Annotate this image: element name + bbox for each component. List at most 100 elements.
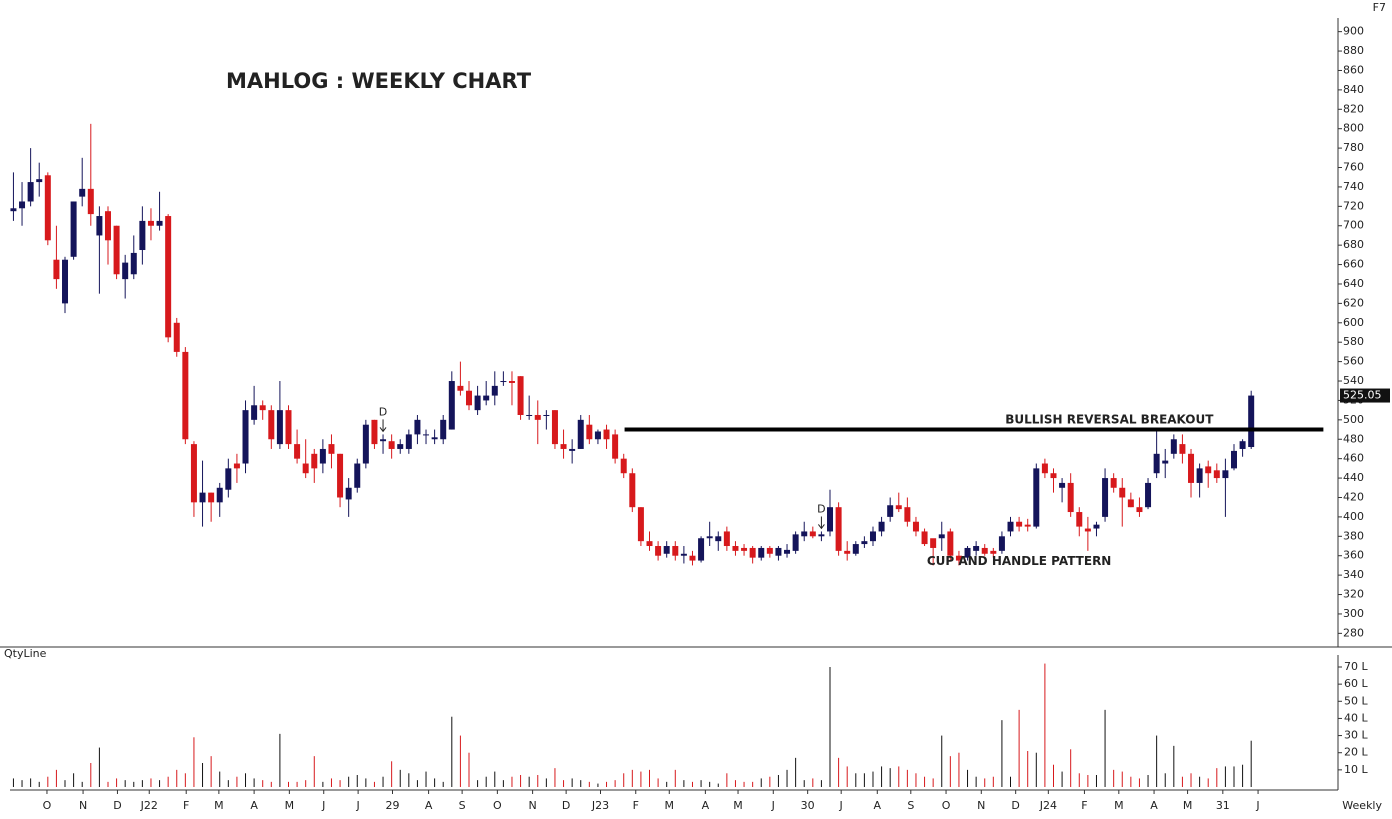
y-tick-label: 420 bbox=[1343, 490, 1364, 503]
y-tick-label: 880 bbox=[1343, 44, 1364, 57]
candle-body bbox=[698, 538, 705, 561]
candle-body bbox=[62, 259, 69, 304]
candle-body bbox=[998, 536, 1005, 551]
candle-body bbox=[319, 448, 326, 464]
candle-body bbox=[1205, 466, 1212, 474]
candle-body bbox=[878, 521, 885, 532]
y-tick-label: 600 bbox=[1343, 316, 1364, 329]
y-tick-label: 480 bbox=[1343, 432, 1364, 445]
candle-body bbox=[1136, 507, 1143, 513]
candle-body bbox=[199, 492, 206, 503]
candle-body bbox=[758, 547, 765, 558]
candle-body bbox=[1076, 512, 1083, 527]
candle-body bbox=[551, 410, 558, 445]
candle-body bbox=[1222, 470, 1229, 479]
volume-tick-label: 70 L bbox=[1344, 660, 1368, 673]
candle-body bbox=[1110, 478, 1117, 488]
candle-body bbox=[345, 487, 352, 500]
candle-body bbox=[380, 439, 387, 442]
candle-body bbox=[964, 547, 971, 558]
candle-body bbox=[723, 531, 730, 547]
x-tick-label: N bbox=[79, 799, 87, 812]
x-tick-label: D bbox=[113, 799, 121, 812]
candle-body bbox=[104, 211, 111, 241]
y-tick-label: 720 bbox=[1343, 199, 1364, 212]
last-price-label: 525.05 bbox=[1343, 389, 1382, 402]
x-tick-label: J bbox=[1255, 799, 1259, 812]
candle-body bbox=[1127, 499, 1134, 508]
volume-tick-label: 10 L bbox=[1344, 763, 1368, 776]
candle-body bbox=[689, 555, 696, 561]
candle-body bbox=[268, 410, 275, 440]
candle-body bbox=[569, 448, 576, 451]
volume-tick-label: 20 L bbox=[1344, 746, 1368, 759]
candle-body bbox=[79, 188, 86, 197]
candle-body bbox=[1248, 395, 1255, 448]
candle-body bbox=[491, 385, 498, 396]
candle-body bbox=[113, 225, 120, 275]
candle-body bbox=[930, 538, 937, 548]
candle-body bbox=[749, 547, 756, 558]
candle-body bbox=[517, 376, 524, 415]
candle-body bbox=[612, 434, 619, 459]
x-tick-label: S bbox=[907, 799, 914, 812]
x-tick-label: A bbox=[874, 799, 882, 812]
volume-tick-label: 50 L bbox=[1344, 694, 1368, 707]
candle-body bbox=[955, 555, 962, 561]
candle-body bbox=[646, 541, 653, 547]
y-tick-label: 540 bbox=[1343, 374, 1364, 387]
x-tick-label: A bbox=[250, 799, 258, 812]
x-tick-label: O bbox=[43, 799, 52, 812]
candle-body bbox=[844, 550, 851, 554]
candle-body bbox=[474, 395, 481, 411]
y-tick-label: 580 bbox=[1343, 335, 1364, 348]
candle-body bbox=[1033, 468, 1040, 527]
x-tick-label: O bbox=[942, 799, 951, 812]
x-tick-label: O bbox=[493, 799, 502, 812]
candle-body bbox=[242, 410, 249, 464]
x-tick-label: M bbox=[214, 799, 224, 812]
x-tick-label: J23 bbox=[591, 799, 609, 812]
candle-body bbox=[414, 419, 421, 435]
candle-body bbox=[87, 188, 94, 215]
x-tick-label: D bbox=[562, 799, 570, 812]
y-tick-label: 380 bbox=[1343, 529, 1364, 542]
candle-body bbox=[775, 547, 782, 556]
candle-body bbox=[1196, 468, 1203, 483]
x-tick-label: 31 bbox=[1216, 799, 1230, 812]
x-tick-label: J bbox=[321, 799, 325, 812]
candle-body bbox=[139, 220, 146, 251]
candle-body bbox=[861, 541, 868, 545]
candle-body bbox=[1016, 521, 1023, 527]
candle-body bbox=[10, 208, 17, 212]
candle-body bbox=[423, 434, 430, 436]
y-tick-label: 640 bbox=[1343, 277, 1364, 290]
candle-body bbox=[1179, 444, 1186, 454]
y-tick-label: 560 bbox=[1343, 355, 1364, 368]
marker-arrow bbox=[818, 516, 825, 530]
candle-body bbox=[165, 216, 172, 338]
candle-body bbox=[440, 419, 447, 440]
candle-body bbox=[70, 201, 77, 257]
candle-body bbox=[1162, 460, 1169, 464]
candle-body bbox=[912, 521, 919, 532]
candle-body bbox=[405, 434, 412, 449]
volume-tick-label: 30 L bbox=[1344, 729, 1368, 742]
y-tick-label: 440 bbox=[1343, 471, 1364, 484]
candle-body bbox=[44, 175, 51, 241]
y-tick-label: 840 bbox=[1343, 83, 1364, 96]
candle-body bbox=[990, 550, 997, 554]
y-tick-label: 460 bbox=[1343, 452, 1364, 465]
y-tick-label: 280 bbox=[1343, 626, 1364, 639]
x-tick-label: F bbox=[1081, 799, 1087, 812]
x-tick-label: J24 bbox=[1039, 799, 1057, 812]
y-tick-label: 340 bbox=[1343, 568, 1364, 581]
volume-tick-label: 40 L bbox=[1344, 711, 1368, 724]
x-tick-label: J bbox=[771, 799, 775, 812]
y-tick-label: 680 bbox=[1343, 238, 1364, 251]
candle-body bbox=[122, 262, 129, 280]
y-tick-label: 760 bbox=[1343, 161, 1364, 174]
candle-body bbox=[27, 182, 34, 202]
candle-body bbox=[594, 431, 601, 440]
candle-body bbox=[147, 220, 154, 226]
